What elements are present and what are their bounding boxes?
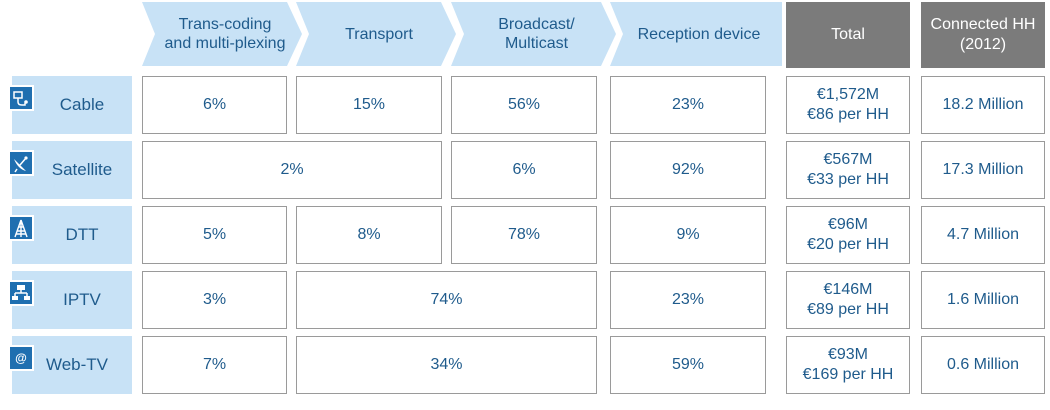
- header-broadcast: Broadcast/ Multicast: [451, 2, 616, 66]
- cell-cable-transcoding: 6%: [142, 76, 287, 134]
- header-transcoding-label: Trans-coding and multi-plexing: [164, 16, 286, 52]
- cell-value: 18.2 Million: [942, 96, 1024, 113]
- cell-value: 17.3 Million: [942, 161, 1024, 178]
- cell-satellite-reception: 92%: [610, 141, 766, 199]
- header-transport-label: Transport: [345, 25, 413, 43]
- header-transport: Transport: [296, 2, 456, 66]
- header-connected-label: Connected HH (2012): [930, 16, 1036, 53]
- cell-web-tv-transport-broadcast: 34%: [296, 336, 597, 394]
- cable-icon: [8, 85, 34, 111]
- total-per-hh: €86 per HH: [807, 106, 889, 123]
- cell-cable-broadcast: 56%: [451, 76, 597, 134]
- at-sign-icon: @: [8, 345, 34, 371]
- cell-value: 92%: [671, 161, 705, 178]
- total-per-hh: €89 per HH: [807, 301, 889, 318]
- cell-dtt-reception: 9%: [610, 206, 766, 264]
- cell-dtt-transport: 8%: [296, 206, 442, 264]
- cell-cable-reception: 23%: [610, 76, 766, 134]
- network-icon: [8, 280, 34, 306]
- row-label-text: DTT: [65, 225, 99, 244]
- cell-value: 2%: [280, 161, 304, 178]
- header-connected-hh: Connected HH (2012): [921, 2, 1045, 68]
- total-amount: €567M: [823, 151, 873, 168]
- header-total-label: Total: [831, 26, 865, 43]
- cell-value: 6%: [512, 161, 536, 178]
- total-per-hh: €169 per HH: [802, 366, 894, 383]
- cell-cable-transport: 15%: [296, 76, 442, 134]
- header-broadcast-label: Broadcast/ Multicast: [498, 16, 575, 52]
- cell-value: 59%: [671, 356, 705, 373]
- cell-value: 7%: [202, 356, 227, 373]
- cell-value: 56%: [507, 96, 541, 113]
- total-amount: €96M: [827, 216, 869, 233]
- cell-iptv-reception: 23%: [610, 271, 766, 329]
- cell-value: 34%: [430, 356, 463, 373]
- cell-value: 23%: [671, 96, 705, 113]
- cell-value: 15%: [352, 96, 386, 113]
- header-transcoding: Trans-coding and multi-plexing: [142, 2, 302, 66]
- total-amount: €93M: [827, 346, 869, 363]
- cell-value: 4.7 Million: [946, 226, 1020, 243]
- cell-web-tv-total: €93M €169 per HH: [786, 336, 910, 394]
- at-sign-glyph: @: [15, 351, 27, 365]
- cell-dtt-transcoding: 5%: [142, 206, 287, 264]
- cell-iptv-transport-broadcast: 74%: [296, 271, 597, 329]
- cell-satellite-transcoding-transport: 2%: [142, 141, 442, 199]
- cell-iptv-connected: 1.6 Million: [921, 271, 1045, 329]
- header-reception: Reception device: [610, 2, 782, 66]
- cell-satellite-broadcast: 6%: [451, 141, 597, 199]
- cell-value: 78%: [507, 226, 541, 243]
- cell-satellite-total: €567M €33 per HH: [786, 141, 910, 199]
- satellite-dish-glyph: [14, 156, 28, 173]
- satellite-dish-icon: [8, 150, 34, 176]
- total-amount: €146M: [823, 281, 873, 298]
- cell-value: 6%: [202, 96, 227, 113]
- cell-value: 0.6 Million: [946, 356, 1020, 373]
- cell-dtt-connected: 4.7 Million: [921, 206, 1045, 264]
- total-per-hh: €33 per HH: [807, 171, 889, 188]
- cell-web-tv-reception: 59%: [610, 336, 766, 394]
- header-total: Total: [786, 2, 910, 68]
- total-per-hh: €20 per HH: [807, 236, 889, 253]
- cell-value: 3%: [202, 291, 227, 308]
- tower-glyph: [14, 219, 28, 238]
- row-label-text: IPTV: [63, 290, 101, 309]
- cell-value: 23%: [671, 291, 705, 308]
- cell-value: 8%: [357, 226, 381, 243]
- cell-dtt-total: €96M €20 per HH: [786, 206, 910, 264]
- cell-cable-total: €1,572M €86 per HH: [786, 76, 910, 134]
- total-amount: €1,572M: [816, 86, 880, 103]
- header-reception-label: Reception device: [637, 25, 761, 43]
- cell-iptv-transcoding: 3%: [142, 271, 287, 329]
- cell-dtt-broadcast: 78%: [451, 206, 597, 264]
- cell-cable-connected: 18.2 Million: [921, 76, 1045, 134]
- cell-web-tv-connected: 0.6 Million: [921, 336, 1045, 394]
- cell-value: 9%: [676, 226, 700, 243]
- row-label-text: Cable: [59, 95, 105, 114]
- cell-value: 74%: [430, 291, 463, 308]
- cell-web-tv-transcoding: 7%: [142, 336, 287, 394]
- network-glyph: [12, 285, 30, 300]
- row-label-text: Satellite: [51, 160, 113, 179]
- cell-value: 1.6 Million: [946, 291, 1020, 308]
- tower-icon: [8, 215, 34, 241]
- cell-iptv-total: €146M €89 per HH: [786, 271, 910, 329]
- row-label-text: Web-TV: [45, 355, 109, 374]
- cell-satellite-connected: 17.3 Million: [921, 141, 1045, 199]
- row-label-dtt: DTT: [12, 206, 132, 264]
- cable-icon-glyph: [13, 91, 28, 106]
- cell-value: 5%: [202, 226, 227, 243]
